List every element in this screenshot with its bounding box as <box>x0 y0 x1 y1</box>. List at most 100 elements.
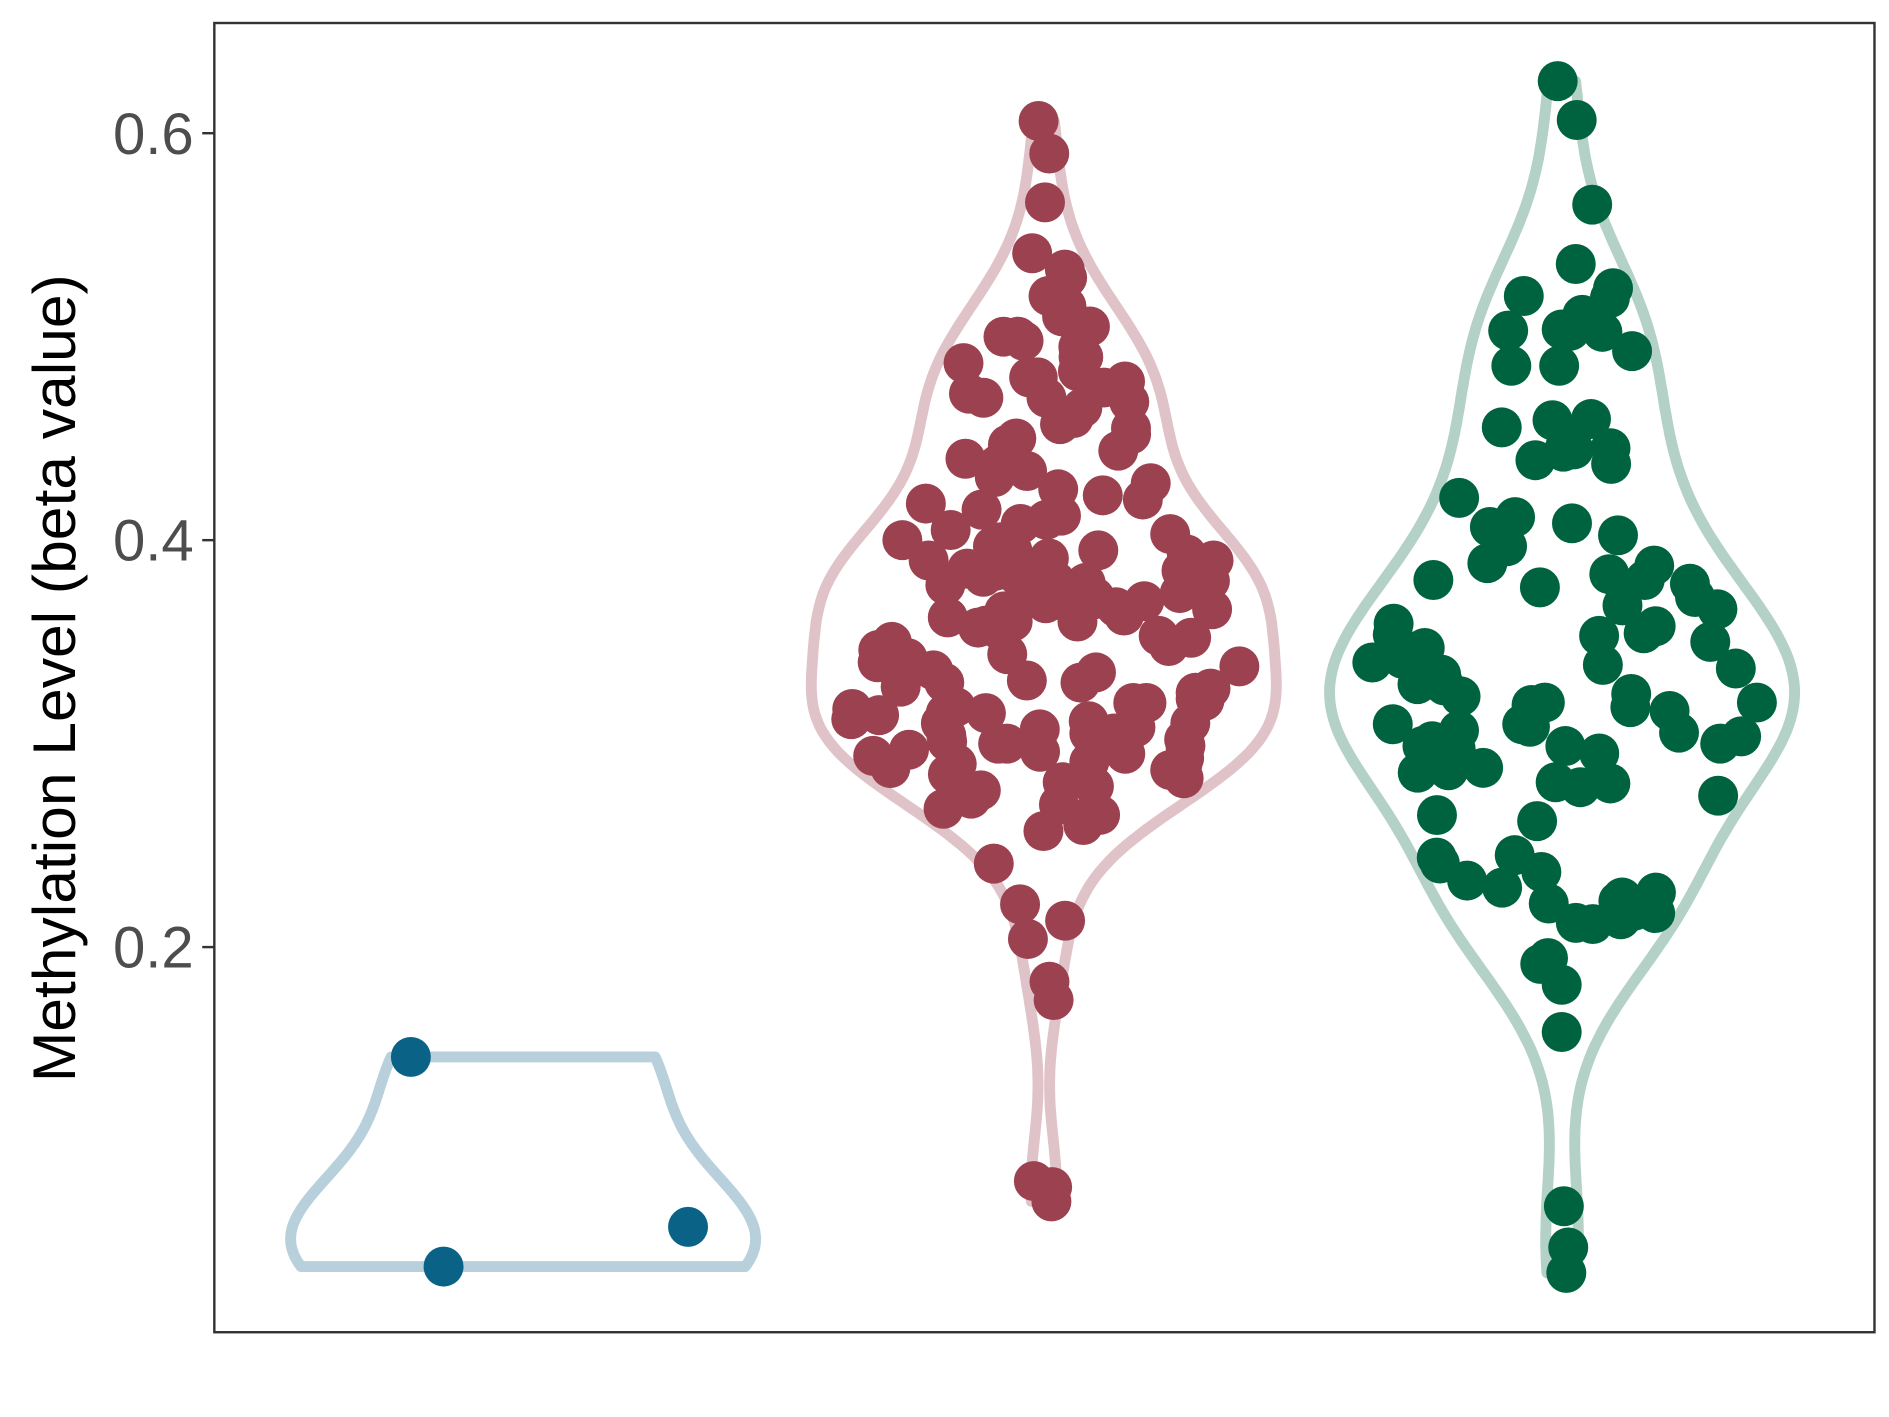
data-point <box>1634 545 1675 586</box>
data-point <box>1550 310 1591 351</box>
data-point <box>1509 706 1550 747</box>
data-point <box>1023 811 1064 852</box>
data-point <box>1591 443 1632 484</box>
data-point <box>1535 762 1576 803</box>
data-point <box>1612 331 1653 372</box>
data-point <box>1012 233 1053 274</box>
y-axis-title: Methylation Level (beta value) <box>20 274 88 1082</box>
data-point <box>992 601 1033 642</box>
data-point <box>1025 182 1065 223</box>
data-point <box>1556 100 1597 141</box>
data-point <box>1000 884 1041 925</box>
data-point <box>963 556 1004 597</box>
data-point <box>1069 713 1110 754</box>
data-point <box>1503 276 1544 316</box>
data-point <box>1521 852 1562 892</box>
data-point <box>1029 133 1070 174</box>
data-point <box>1009 357 1050 398</box>
data-point <box>1045 571 1086 612</box>
data-point <box>1352 642 1393 683</box>
data-point <box>1698 775 1739 816</box>
data-point <box>1113 682 1154 723</box>
data-point <box>1593 268 1634 309</box>
data-point <box>1543 1186 1584 1227</box>
data-point <box>1541 1012 1582 1052</box>
data-point <box>1124 581 1165 622</box>
data-point <box>1541 964 1582 1005</box>
data-point <box>390 1036 431 1077</box>
data-point <box>1467 543 1508 584</box>
data-point <box>973 843 1014 884</box>
data-point <box>880 666 921 707</box>
data-point <box>1481 407 1522 448</box>
data-point <box>1700 723 1741 764</box>
y-tick-label: 0.2 <box>113 916 194 981</box>
data-point <box>1582 644 1623 685</box>
data-point <box>923 788 964 829</box>
data-point <box>1590 763 1631 804</box>
data-point <box>1537 61 1578 102</box>
data-point <box>1045 900 1086 941</box>
data-point <box>1428 750 1469 791</box>
data-point <box>1697 589 1738 630</box>
data-point <box>870 748 911 789</box>
data-point <box>1610 687 1651 728</box>
data-point <box>943 343 984 384</box>
data-point <box>1020 731 1061 772</box>
data-point <box>965 693 1006 734</box>
data-point <box>1060 662 1101 703</box>
data-point <box>1602 585 1643 626</box>
plot-panel-border <box>213 21 1876 1334</box>
data-point <box>936 743 977 784</box>
data-point <box>1006 660 1047 701</box>
data-point <box>963 377 1004 418</box>
data-point <box>987 723 1027 764</box>
y-axis: 0.2 0.4 0.6 <box>113 102 215 981</box>
data-point <box>1007 451 1048 491</box>
data-point <box>1078 530 1119 571</box>
data-point <box>925 564 966 605</box>
data-point <box>945 438 986 479</box>
data-point <box>1715 648 1756 689</box>
data-point <box>1416 795 1457 836</box>
data-point <box>1491 345 1532 386</box>
data-point <box>998 316 1038 357</box>
data-point <box>992 530 1033 571</box>
data-point <box>831 699 872 740</box>
data-point <box>1440 676 1481 717</box>
data-point <box>1552 503 1592 544</box>
data-point <box>1439 477 1480 518</box>
data-point <box>1192 589 1233 630</box>
data-point <box>1007 918 1048 959</box>
data-point <box>930 509 971 550</box>
data-point <box>905 483 946 524</box>
data-point <box>1161 550 1202 591</box>
data-point <box>924 662 965 703</box>
y-tick-label: 0.6 <box>113 102 194 167</box>
data-point <box>1635 893 1676 934</box>
data-point <box>1063 337 1104 378</box>
data-point <box>1063 805 1104 845</box>
data-point <box>1413 560 1454 600</box>
data-point <box>668 1206 709 1247</box>
data-point <box>1598 515 1638 556</box>
data-point <box>1555 244 1596 285</box>
data-point <box>1447 860 1488 901</box>
data-point <box>1163 758 1204 799</box>
data-point <box>974 457 1015 498</box>
data-point <box>1579 615 1620 656</box>
data-point <box>1572 184 1613 225</box>
data-point <box>1488 310 1529 351</box>
data-point <box>1555 902 1596 943</box>
data-point <box>1546 1252 1587 1293</box>
data-point <box>1690 621 1731 662</box>
data-point <box>1519 567 1560 608</box>
data-point <box>927 597 968 638</box>
data-point <box>1482 867 1523 908</box>
data-point <box>1589 554 1630 595</box>
data-point <box>1033 980 1074 1020</box>
data-point <box>1517 801 1558 842</box>
data-point <box>1018 101 1059 141</box>
data-point <box>1219 646 1260 687</box>
